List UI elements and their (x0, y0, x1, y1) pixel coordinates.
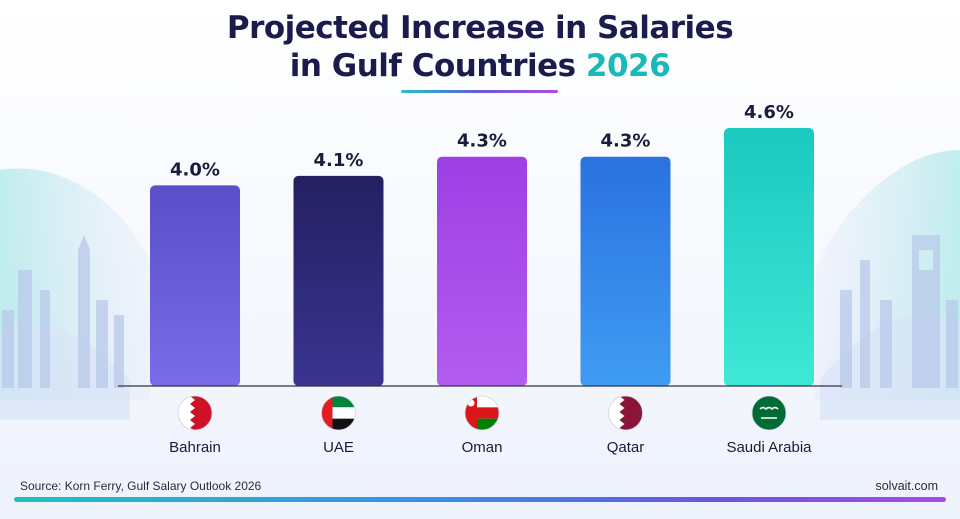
data-label: 4.0% (170, 159, 220, 180)
bottom-gradient-bar (14, 497, 946, 502)
data-label: 4.6% (744, 102, 794, 123)
data-label: 4.3% (457, 131, 507, 152)
bar-uae (293, 175, 384, 386)
category-label: UAE (323, 439, 354, 456)
uae-flag-icon (321, 395, 356, 431)
bar-bahrain (150, 185, 240, 386)
category-label: Bahrain (169, 439, 221, 456)
category-label: Oman (462, 439, 503, 456)
category-label: Saudi Arabia (726, 439, 812, 456)
oman-flag-icon (464, 395, 500, 431)
bar-oman (437, 156, 527, 386)
bar-saudi-arabia (724, 128, 814, 386)
chart-title-year: 2026 (585, 48, 671, 84)
source-note: Source: Korn Ferry, Gulf Salary Outlook … (20, 479, 262, 493)
data-label: 4.3% (601, 131, 651, 152)
title-underline (401, 90, 558, 93)
chart-title-prefix: in Gulf Countries (289, 48, 586, 84)
saudi-arabia-flag-icon (751, 395, 787, 431)
category-label: Qatar (607, 439, 645, 456)
chart-title-line2: in Gulf Countries 2026 (0, 46, 960, 86)
chart-title-line1: Projected Increase in Salaries (226, 10, 734, 46)
bahrain-flag-icon (177, 395, 213, 431)
website-link[interactable]: solvait.com (875, 479, 938, 493)
data-label: 4.1% (314, 150, 364, 171)
bar-qatar (580, 156, 671, 386)
qatar-flag-icon (608, 395, 643, 431)
